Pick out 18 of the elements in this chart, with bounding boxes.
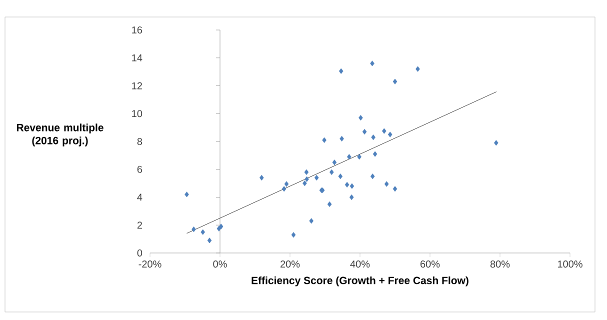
x-axis-title: Efficiency Score (Growth + Free Cash Flow) (252, 276, 468, 286)
x-tick-label: 60% (420, 260, 440, 268)
x-tick-label: 40% (350, 260, 370, 268)
y-tick-label: 8 (137, 138, 142, 146)
x-tick-label: -20% (138, 260, 162, 268)
x-tick-label: 100% (558, 260, 582, 268)
x-tick-label: 20% (280, 260, 300, 268)
y-tick-label: 0 (137, 249, 142, 257)
y-tick-label: 6 (137, 166, 142, 173)
y-tick-label: 16 (132, 26, 142, 34)
x-tick-label: 80% (490, 260, 510, 268)
y-tick-label: 2 (137, 222, 142, 229)
y-tick-label: 10 (132, 110, 142, 118)
y-tick-label: 14 (132, 54, 142, 62)
y-tick-label: 4 (137, 194, 142, 201)
x-tick-label: 0% (213, 260, 227, 268)
y-axis-title: Revenue multiple (2016 proj.) (16, 124, 104, 146)
y-tick-label: 12 (132, 82, 142, 90)
